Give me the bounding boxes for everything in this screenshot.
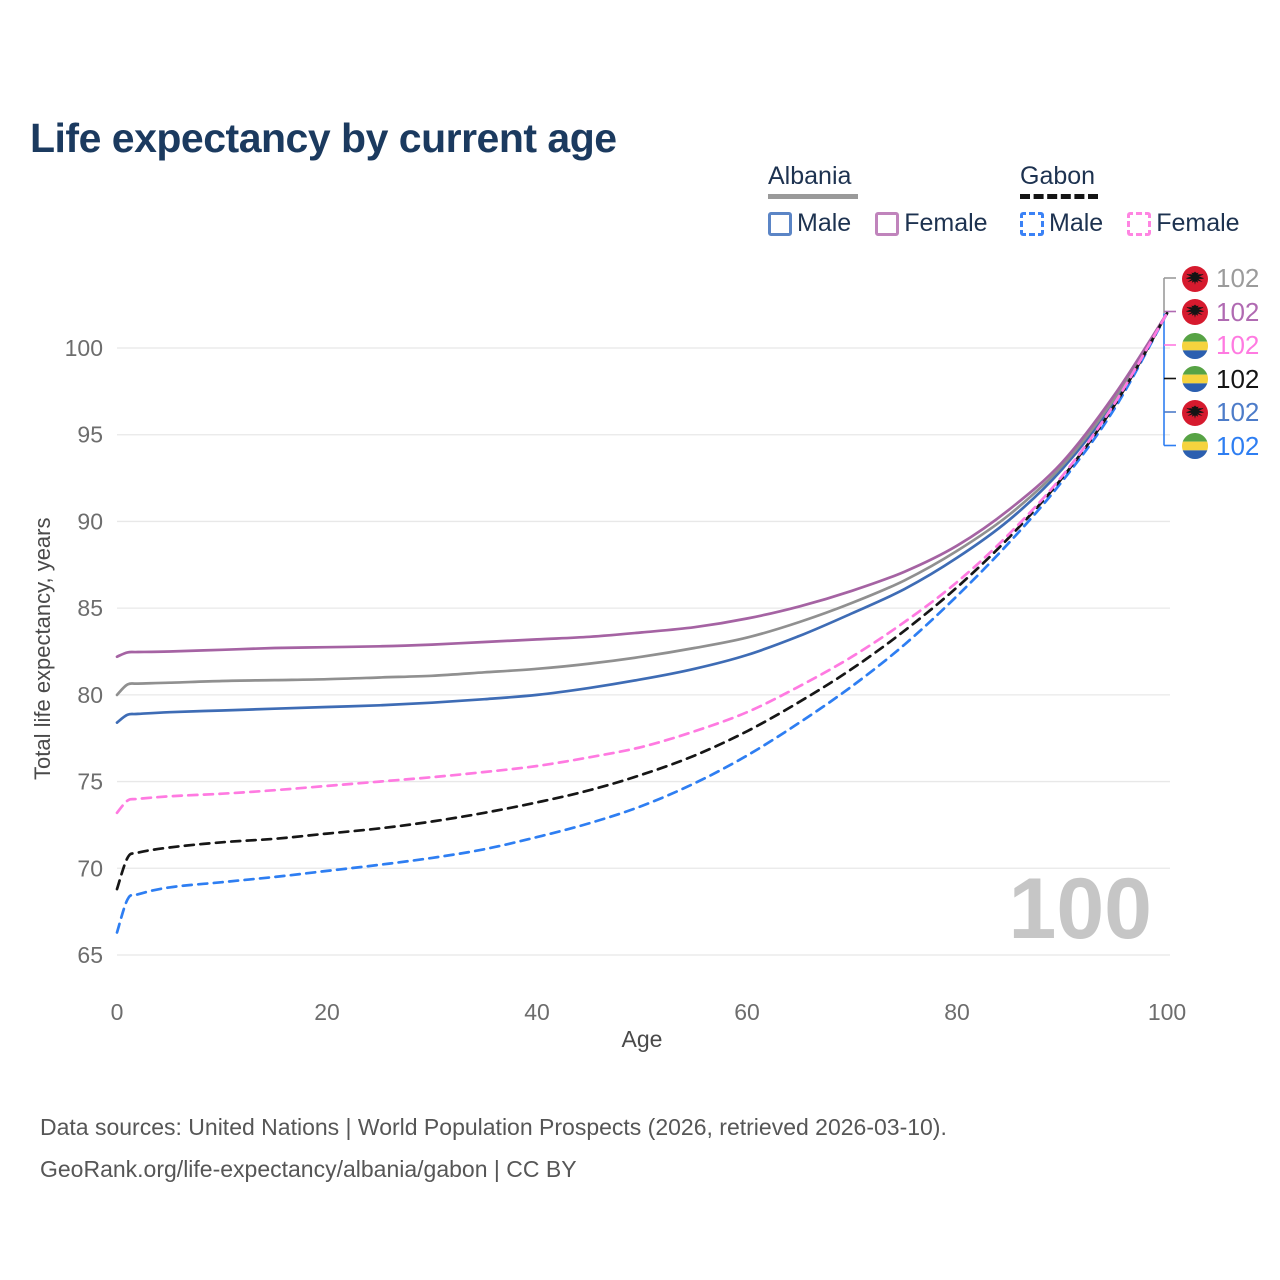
legend-swatch-albania-male-icon (768, 211, 792, 236)
legend-item-albania-male[interactable]: Male (768, 209, 851, 238)
gabon-flag-icon (1182, 433, 1208, 459)
legend-swatch-gabon-male-icon (1020, 211, 1044, 236)
end-label-gabon_female: 102 (1182, 330, 1259, 361)
legend-swatch-gabon-female-icon (1127, 211, 1152, 236)
end-value-gabon_total: 102 (1216, 363, 1260, 394)
page-title: Life expectancy by current age (30, 115, 617, 162)
y-tick-90: 90 (77, 508, 103, 534)
legend-underline-albania (768, 194, 858, 199)
end-value-gabon_female: 102 (1216, 330, 1260, 360)
end-value-gabon_male: 102 (1216, 430, 1260, 461)
x-tick-80: 80 (944, 999, 970, 1025)
legend-label: Female (1156, 209, 1240, 237)
y-tick-95: 95 (77, 422, 103, 448)
gabon-flag-icon (1182, 332, 1208, 359)
end-label-albania_total: 102 (1182, 263, 1259, 294)
legend-items-gabon: Male Female (1020, 209, 1240, 238)
legend-items-albania: Male Female (768, 209, 988, 238)
footer-attribution: GeoRank.org/life-expectancy/albania/gabo… (40, 1156, 577, 1182)
series-line-albania_total[interactable] (115, 311, 1169, 697)
x-tick-20: 20 (314, 999, 340, 1025)
x-tick-40: 40 (524, 999, 550, 1025)
legend-country-gabon[interactable]: Gabon (1020, 162, 1096, 190)
albania-flag-icon (1182, 265, 1208, 292)
legend-item-gabon-male[interactable]: Male (1020, 209, 1103, 238)
y-tick-75: 75 (77, 769, 103, 795)
legend-item-gabon-female[interactable]: Female (1127, 209, 1240, 238)
y-tick-80: 80 (77, 682, 103, 708)
legend-underline-gabon (1020, 194, 1098, 199)
series-line-gabon_female[interactable] (115, 311, 1169, 815)
legend-label: Male (797, 209, 852, 237)
x-tick-100: 100 (1148, 999, 1186, 1025)
legend-item-albania-female[interactable]: Female (875, 209, 988, 238)
end-label-albania_female: 102 (1182, 297, 1259, 328)
x-tick-60: 60 (734, 999, 760, 1025)
series-line-albania_female[interactable] (115, 311, 1169, 659)
legend-label: Male (1049, 209, 1104, 237)
y-tick-70: 70 (77, 855, 103, 881)
end-value-albania_male: 102 (1216, 397, 1260, 427)
legend-country-albania[interactable]: Albania (768, 162, 852, 190)
y-tick-100: 100 (65, 335, 103, 361)
end-label-gabon_male: 102 (1182, 431, 1259, 462)
end-label-albania_male: 102 (1182, 397, 1259, 428)
age-watermark: 100 (1008, 861, 1153, 957)
albania-flag-icon (1182, 299, 1208, 325)
legend-group-gabon: Gabon Male Female (1020, 162, 1240, 238)
end-value-albania_total: 102 (1216, 263, 1260, 293)
x-tick-0: 0 (111, 999, 124, 1025)
legend-label: Female (904, 209, 988, 237)
end-label-gabon_total: 102 (1182, 364, 1259, 395)
albania-flag-icon (1182, 399, 1208, 426)
legend-swatch-albania-female-icon (875, 211, 900, 236)
series-line-gabon_total[interactable] (115, 311, 1169, 891)
legend-group-albania: Albania Male Female (768, 162, 988, 238)
series-line-albania_male[interactable] (115, 311, 1169, 724)
end-value-albania_female: 102 (1216, 296, 1260, 327)
y-tick-85: 85 (77, 595, 103, 621)
y-axis-title: Total life expectancy, years (30, 517, 55, 781)
series-line-gabon_male[interactable] (115, 311, 1169, 934)
y-tick-65: 65 (77, 942, 103, 968)
footer: Data sources: United Nations | World Pop… (40, 1106, 947, 1190)
x-axis-title: Age (621, 1026, 663, 1052)
footer-data-sources: Data sources: United Nations | World Pop… (40, 1114, 947, 1140)
gabon-flag-icon (1182, 366, 1208, 392)
